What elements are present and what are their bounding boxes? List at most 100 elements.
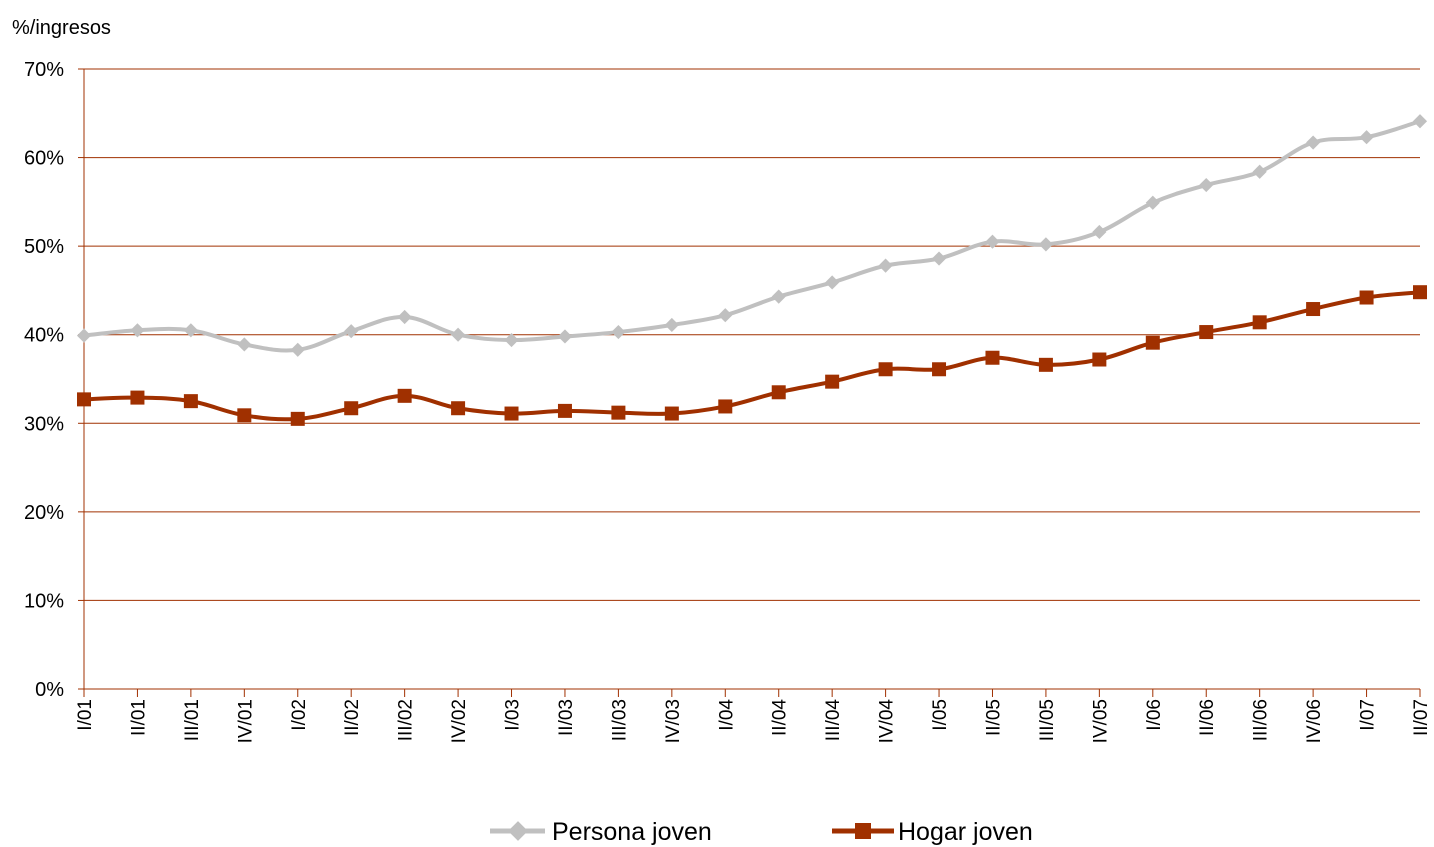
data-point-hogar-joven <box>718 399 733 414</box>
data-point-hogar-joven <box>77 392 91 407</box>
data-point-hogar-joven <box>611 405 626 420</box>
data-point-persona-joven <box>183 323 198 338</box>
data-point-hogar-joven <box>344 401 359 416</box>
x-tick-label: II/03 <box>556 699 577 736</box>
legend-marker-hogar-joven <box>855 823 871 839</box>
x-tick-label: IV/02 <box>449 699 470 743</box>
data-point-persona-joven <box>397 309 412 325</box>
data-point-persona-joven <box>611 324 626 340</box>
data-point-persona-joven <box>1145 195 1160 210</box>
legend-label-hogar-joven: Hogar joven <box>898 818 1033 846</box>
data-point-persona-joven <box>290 342 305 357</box>
series-line-persona-joven <box>82 119 1422 353</box>
data-point-persona-joven <box>1199 177 1214 193</box>
data-point-hogar-joven <box>1252 315 1267 330</box>
x-tick-label: I/02 <box>289 699 310 731</box>
legend-item-persona-joven: Persona joven <box>490 818 712 846</box>
legend-label-persona-joven: Persona joven <box>552 818 712 846</box>
data-point-persona-joven <box>76 328 92 343</box>
y-tick-label: 0% <box>35 679 64 701</box>
y-tick-label: 20% <box>24 502 64 524</box>
y-tick-label: 50% <box>24 236 64 258</box>
data-point-persona-joven <box>931 251 947 266</box>
x-tick-label: III/02 <box>396 699 417 741</box>
y-tick-label: 70% <box>24 59 64 81</box>
x-tick-label: I/04 <box>716 699 737 731</box>
x-tick-labels: I/01 II/01 III/01 IV/01 I/02 II/02 III/02 IV/02… <box>75 699 1432 744</box>
x-tick-label: I/03 <box>503 699 524 731</box>
data-point-persona-joven <box>1252 164 1267 179</box>
data-point-persona-joven <box>1359 130 1374 145</box>
data-point-persona-joven <box>1038 237 1053 252</box>
data-point-hogar-joven <box>825 374 840 389</box>
x-tick-label: IV/03 <box>663 699 684 743</box>
data-point-hogar-joven <box>1306 302 1321 317</box>
x-tick-label: IV/04 <box>877 699 898 744</box>
data-point-persona-joven <box>557 329 573 344</box>
data-point-hogar-joven <box>1199 325 1214 340</box>
x-tick-label: II/06 <box>1197 699 1218 736</box>
series-lines <box>82 119 1422 422</box>
y-tick-label: 40% <box>24 325 64 347</box>
x-tick-label: I/01 <box>75 699 96 731</box>
y-tick-labels: 0% 10% 20% 30% 40% 50% 60% 70% <box>24 59 64 701</box>
x-tick-label: III/05 <box>1037 699 1058 741</box>
x-tick-label: I/06 <box>1144 699 1165 731</box>
data-point-persona-joven <box>504 332 519 348</box>
data-point-hogar-joven <box>237 408 252 423</box>
data-point-persona-joven <box>237 337 252 352</box>
data-point-hogar-joven <box>504 406 519 421</box>
x-tick-label: III/04 <box>823 699 844 742</box>
data-point-hogar-joven <box>1413 285 1427 300</box>
x-tick-label: III/06 <box>1251 699 1272 741</box>
x-tick-label: II/04 <box>770 699 791 736</box>
y-tick-label: 10% <box>24 590 64 612</box>
data-point-hogar-joven <box>664 406 679 421</box>
data-point-persona-joven <box>130 323 145 338</box>
legend-marker-persona-joven <box>508 821 528 841</box>
legend: Persona joven Hogar joven <box>490 818 1033 846</box>
data-point-persona-joven <box>1092 224 1107 240</box>
data-point-persona-joven <box>771 289 786 304</box>
data-point-hogar-joven <box>932 362 947 377</box>
data-point-hogar-joven <box>451 401 466 416</box>
x-tick-label: II/05 <box>983 699 1004 736</box>
data-point-persona-joven <box>664 317 679 333</box>
data-point-persona-joven <box>825 275 840 290</box>
legend-item-hogar-joven: Hogar joven <box>832 818 1033 846</box>
x-tick-label: II/02 <box>342 699 363 736</box>
data-point-hogar-joven <box>1038 357 1053 372</box>
x-tick-label: IV/06 <box>1304 699 1325 743</box>
x-tick-label: I/07 <box>1358 699 1379 731</box>
data-point-persona-joven <box>451 327 466 342</box>
data-point-hogar-joven <box>183 394 198 409</box>
data-point-persona-joven <box>718 308 733 323</box>
gridlines <box>84 68 1420 601</box>
x-tick-label: IV/01 <box>235 699 256 743</box>
data-point-hogar-joven <box>985 350 1000 365</box>
data-point-persona-joven <box>1306 135 1321 150</box>
data-point-hogar-joven <box>290 411 305 426</box>
x-tick-label: II/01 <box>128 699 149 736</box>
data-point-hogar-joven <box>878 362 893 377</box>
data-point-persona-joven <box>344 324 359 339</box>
data-point-hogar-joven <box>1145 335 1160 350</box>
data-point-hogar-joven <box>1092 352 1107 367</box>
y-axis-unit-label: %/ingresos <box>12 17 111 39</box>
data-point-hogar-joven <box>130 390 145 405</box>
x-tick-label: I/05 <box>930 699 951 731</box>
data-point-persona-joven <box>878 258 893 273</box>
data-point-hogar-joven <box>397 388 412 403</box>
x-tick-label: III/01 <box>182 699 203 741</box>
data-point-hogar-joven <box>1359 290 1374 305</box>
y-tick-label: 30% <box>24 413 64 435</box>
x-tick-label: II/07 <box>1411 699 1432 736</box>
data-point-hogar-joven <box>771 385 786 400</box>
data-point-persona-joven <box>1412 114 1428 129</box>
data-point-hogar-joven <box>557 403 572 418</box>
axes <box>78 68 1421 697</box>
series-line-hogar-joven <box>82 290 1422 422</box>
x-tick-label: IV/05 <box>1090 699 1111 743</box>
series-markers <box>76 114 1428 426</box>
